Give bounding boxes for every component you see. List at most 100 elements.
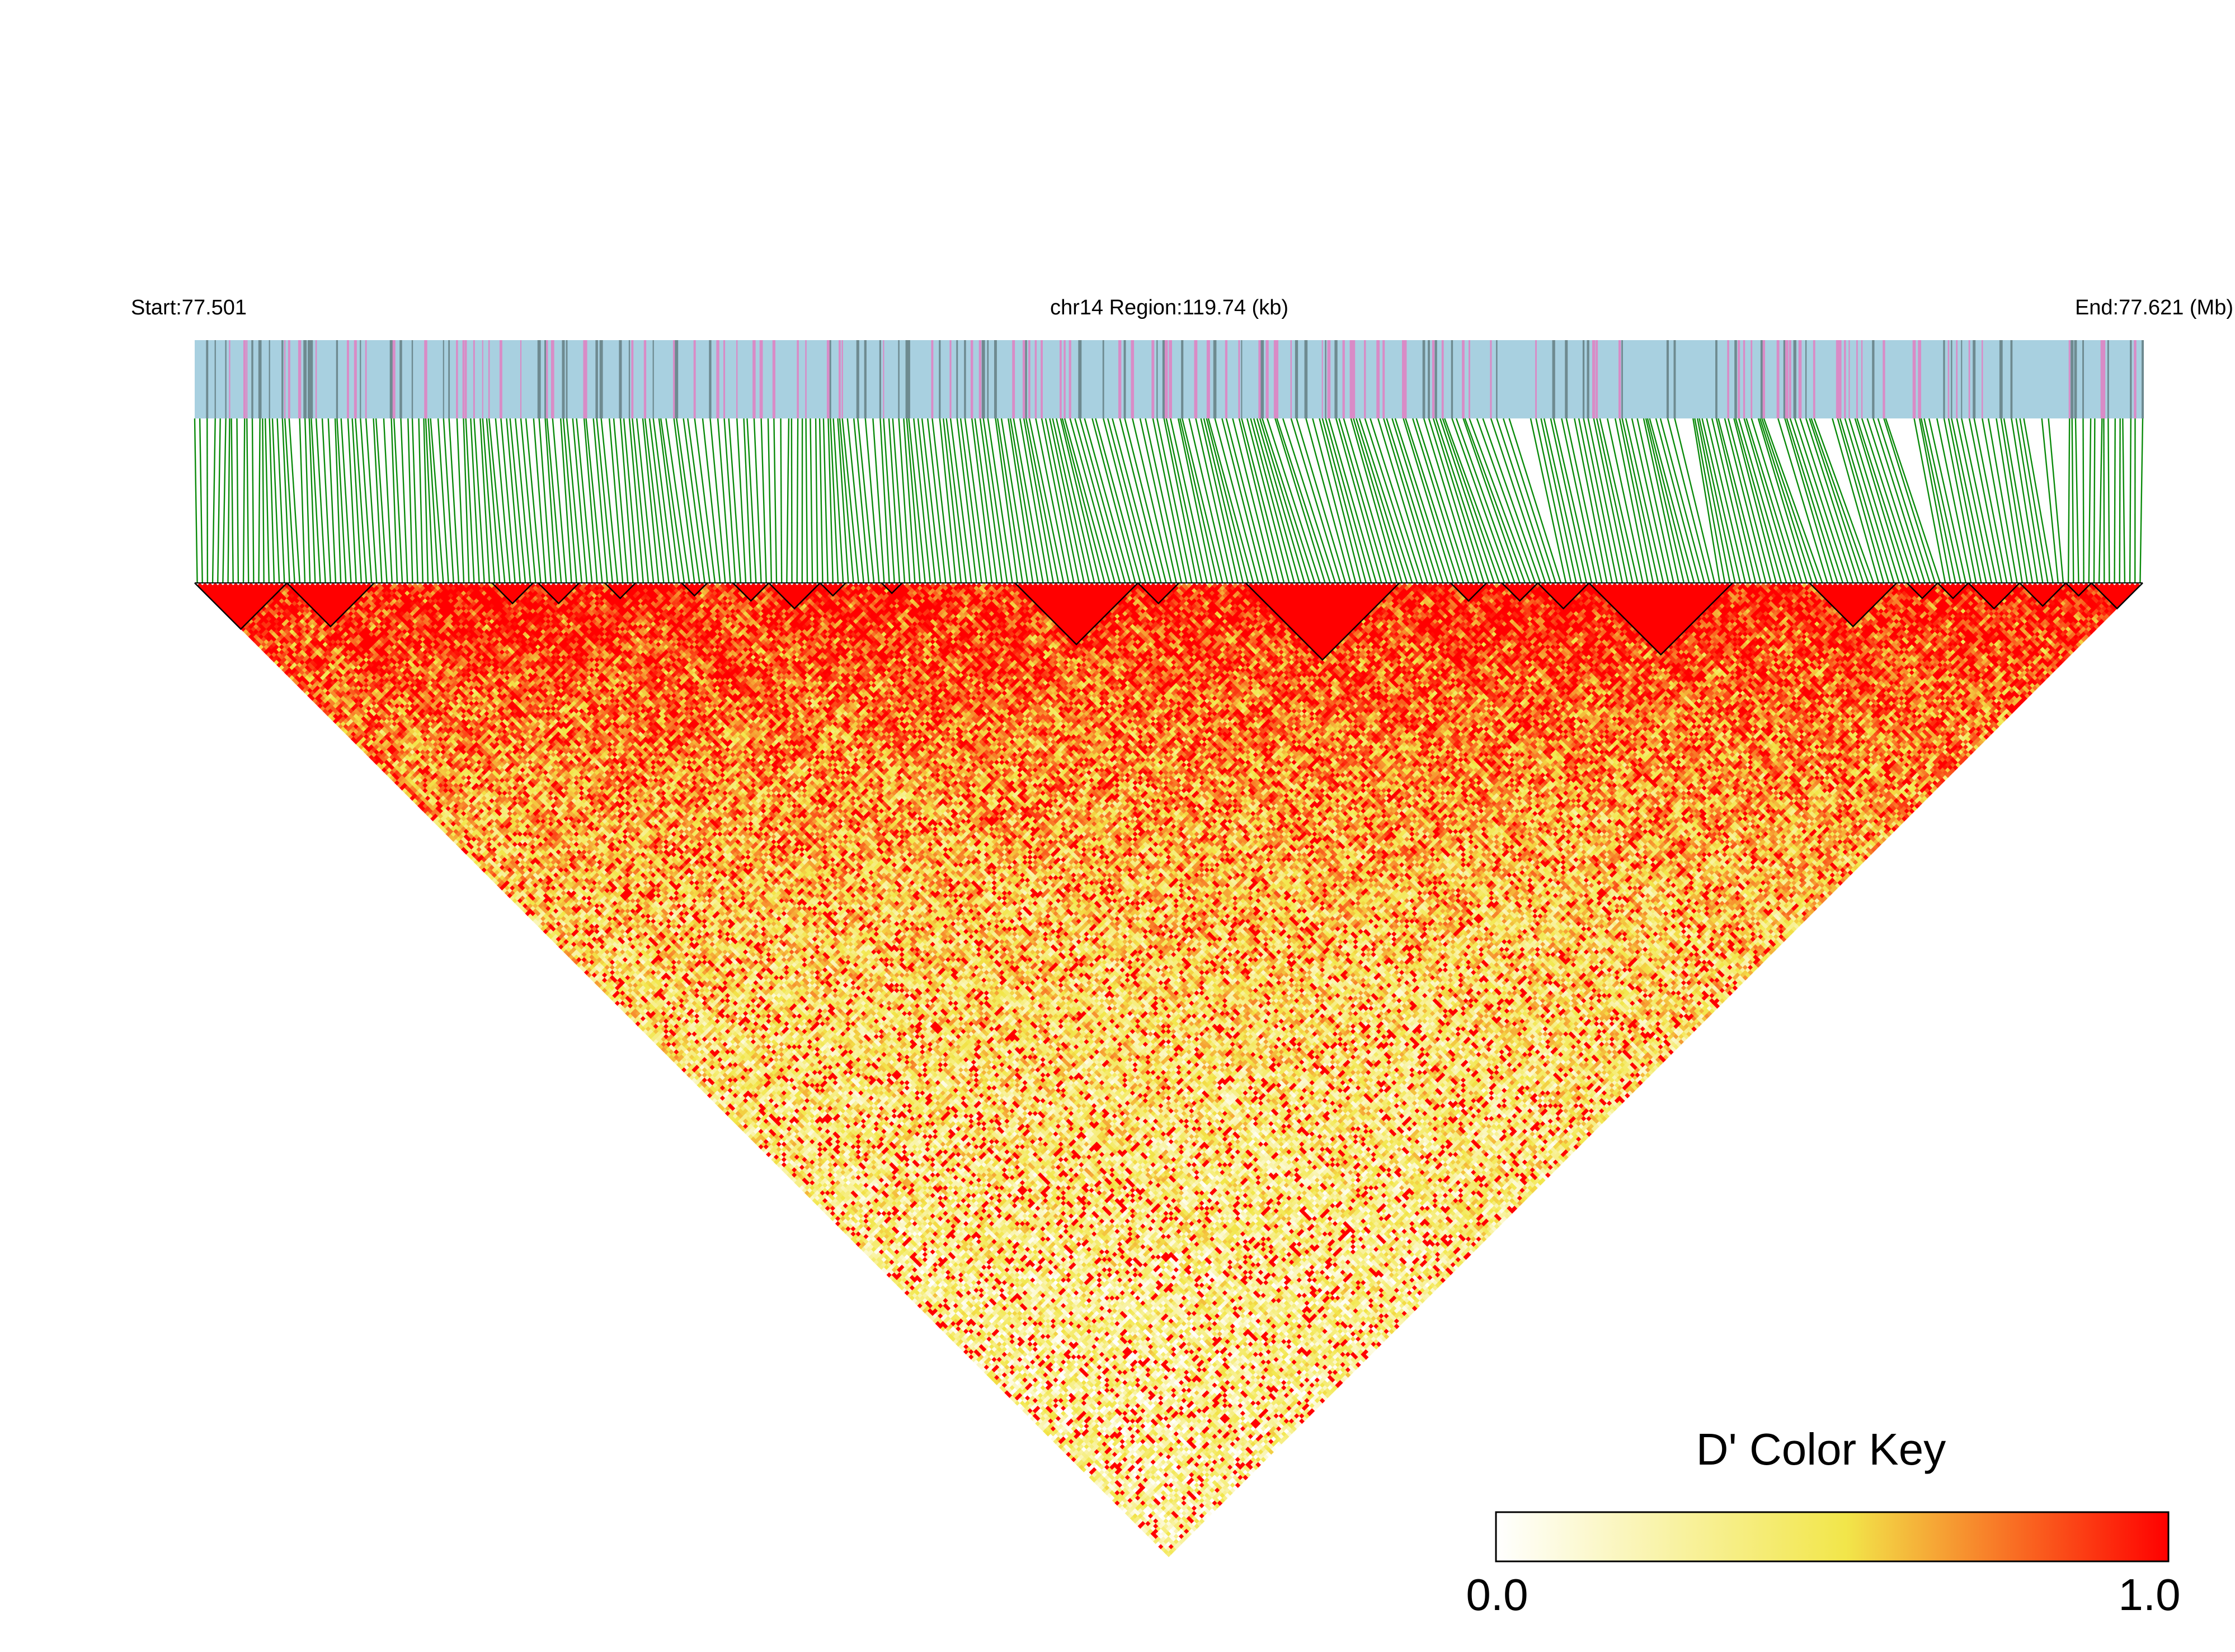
snp-connector <box>1036 418 1069 583</box>
snp-connector <box>243 418 244 583</box>
snp-connector <box>2068 418 2069 583</box>
snp-connector <box>289 418 300 583</box>
snp-connector <box>237 418 238 583</box>
snp-connector <box>1336 418 1381 583</box>
snp-connector <box>806 418 807 583</box>
snp-connector <box>1262 418 1315 583</box>
snp-connector <box>2076 418 2078 583</box>
snp-connector <box>1695 418 1725 583</box>
color-key-max-label: 1.0 <box>2118 1570 2180 1620</box>
snp-connector <box>1132 418 1171 583</box>
snp-connector <box>394 418 402 583</box>
snp-connector <box>810 418 812 583</box>
snp-connector <box>761 418 766 583</box>
snp-connector <box>816 418 817 583</box>
color-key: D' Color Key 0.0 1.0 <box>1466 1424 2180 1620</box>
snp-connector <box>1180 418 1217 583</box>
snp-connector <box>1329 418 1376 583</box>
snp-connector <box>1254 418 1300 583</box>
snp-connector <box>873 418 884 583</box>
snp-connector <box>797 418 798 583</box>
snp-connector <box>2099 418 2102 583</box>
color-key-min-label: 0.0 <box>1466 1570 1528 1620</box>
snp-connector <box>957 418 977 583</box>
snp-connector <box>2140 418 2143 583</box>
snp-connector <box>1208 418 1253 583</box>
snp-connector <box>676 418 699 583</box>
snp-connector <box>1674 418 1714 583</box>
snp-connector <box>1026 418 1058 583</box>
snp-position-track <box>195 340 2143 418</box>
color-key-title: D' Color Key <box>1696 1424 1946 1474</box>
snp-connector <box>601 418 618 583</box>
snp-connector <box>1650 418 1695 583</box>
snp-connector <box>232 418 233 583</box>
snp-connector-lines <box>195 418 2143 583</box>
snp-connector <box>914 418 930 583</box>
snp-connector <box>457 418 464 583</box>
snp-connector <box>1988 418 2017 583</box>
region-end-label: End:77.621 (Mb) <box>2075 296 2233 319</box>
snp-connector <box>1594 418 1627 583</box>
snp-connector <box>1283 418 1335 583</box>
snp-connector <box>972 418 992 583</box>
snp-connector <box>1551 418 1587 583</box>
snp-connector <box>1544 418 1582 583</box>
snp-connector <box>645 418 664 583</box>
snp-connector <box>1157 418 1192 583</box>
snp-connector <box>2001 418 2027 583</box>
snp-connector <box>1085 418 1131 583</box>
snp-connector <box>1164 418 1197 583</box>
snp-connector <box>824 418 828 583</box>
snp-connector <box>200 418 203 583</box>
color-key-gradient-bar <box>1496 1512 2168 1561</box>
snp-connector <box>684 418 705 583</box>
snp-connector <box>943 418 961 583</box>
snp-connector <box>534 418 546 583</box>
snp-connector <box>247 418 248 583</box>
snp-connector <box>650 418 669 583</box>
snp-connector <box>2089 418 2091 583</box>
snp-connector <box>918 418 935 583</box>
snp-connector <box>300 418 305 583</box>
snp-connector <box>463 418 469 583</box>
snp-connector <box>408 418 412 583</box>
snp-connector <box>228 418 230 583</box>
snp-connector <box>360 418 371 583</box>
snp-connector <box>781 418 782 583</box>
snp-connector <box>2130 418 2131 583</box>
snp-connector <box>305 418 310 583</box>
snp-connector <box>401 418 407 583</box>
snp-connector <box>2108 418 2109 583</box>
snp-connector <box>412 418 418 583</box>
snp-connector <box>2094 418 2095 583</box>
snp-connector <box>213 418 215 583</box>
snp-connector <box>195 418 197 583</box>
snp-connector <box>820 418 822 583</box>
region-center-label: chr14 Region:119.74 (kb) <box>1050 296 1288 319</box>
snp-connector <box>787 418 789 583</box>
snp-connector <box>466 418 474 583</box>
snp-connector <box>1403 418 1453 583</box>
snp-connector <box>1951 418 1986 583</box>
snp-connector <box>1497 418 1550 583</box>
snp-connector <box>1312 418 1356 583</box>
snp-connector <box>718 418 730 583</box>
snp-connector <box>1339 418 1386 583</box>
region-start-label: Start:77.501 <box>131 296 247 319</box>
snp-connector <box>1855 418 1904 583</box>
snp-connector <box>1921 418 1955 583</box>
snp-connector <box>858 418 874 583</box>
snp-connector <box>1120 418 1161 583</box>
snp-connector <box>2123 418 2125 583</box>
snp-connector <box>449 418 459 583</box>
snp-connector <box>438 418 449 583</box>
snp-connector <box>1790 418 1843 583</box>
snp-connector <box>928 418 945 583</box>
snp-connector <box>1351 418 1397 583</box>
snp-connector <box>207 418 208 583</box>
snp-connector <box>1878 418 1930 583</box>
snp-connector <box>922 418 940 583</box>
snp-connector <box>265 418 269 583</box>
snp-connector <box>1758 418 1807 583</box>
